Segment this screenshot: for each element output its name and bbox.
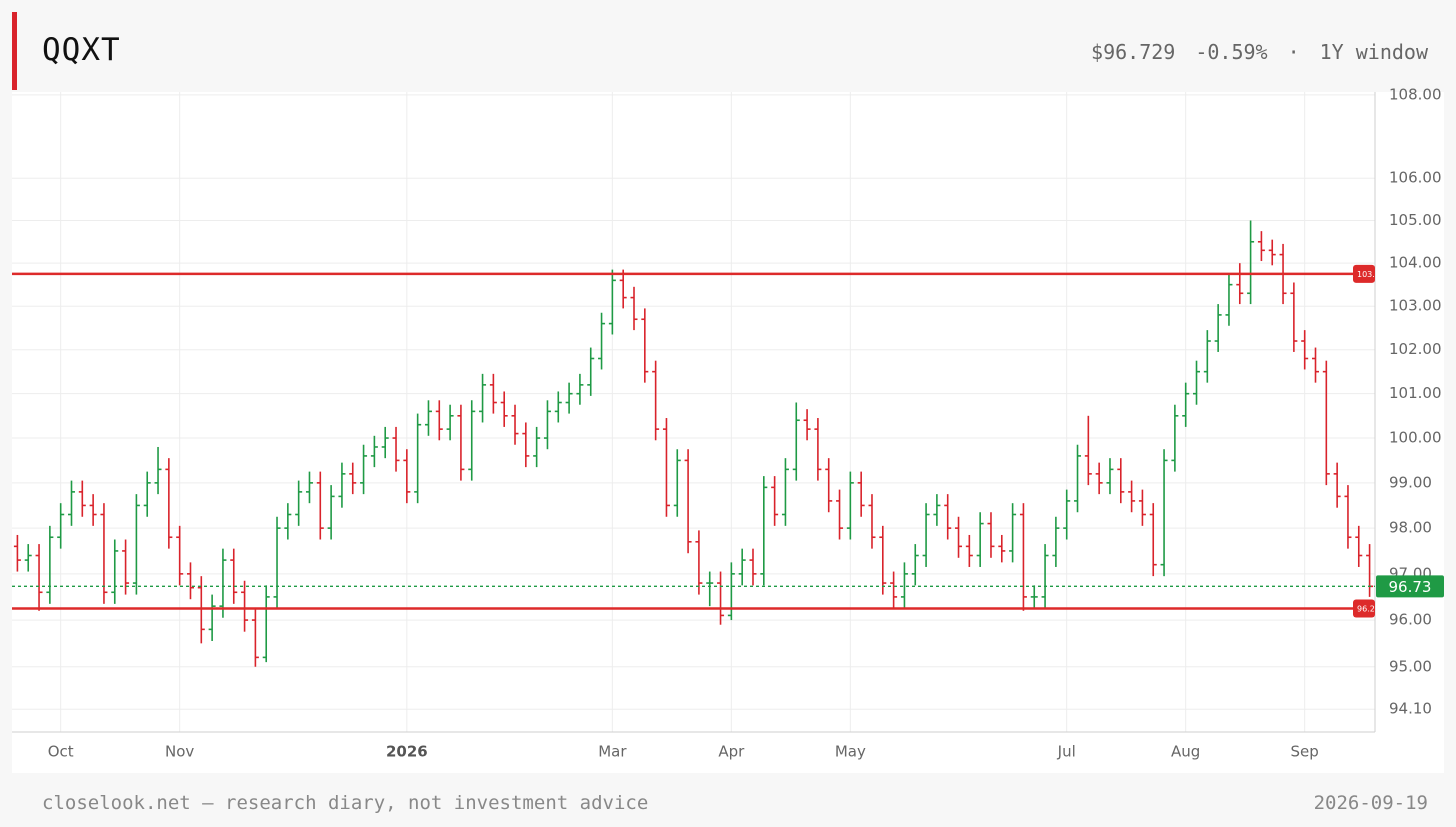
y-tick-label: 104.00 (1389, 254, 1442, 272)
ticker-title: QQXT (42, 32, 121, 68)
separator: · (1287, 40, 1300, 64)
footer-note: closelook.net — research diary, not inve… (42, 792, 649, 814)
y-tick-label: 100.00 (1389, 429, 1442, 447)
y-tick-label: 98.00 (1389, 519, 1432, 537)
y-tick-label: 102.00 (1389, 340, 1442, 358)
level-label: 103.75 (1357, 270, 1385, 279)
y-tick-label: 99.00 (1389, 473, 1432, 491)
level-badge (1353, 599, 1375, 618)
level-badge (1353, 264, 1375, 283)
level-label: 96.25 (1357, 604, 1380, 613)
x-tick-label: Jul (1057, 743, 1076, 761)
x-tick-label: Aug (1171, 743, 1200, 761)
window: 1Y window (1319, 40, 1428, 64)
footer-date: 2026-09-19 (1313, 792, 1428, 814)
accent-bar (12, 12, 17, 90)
x-tick-label: 2026 (386, 743, 428, 761)
y-tick-label: 106.00 (1389, 169, 1442, 187)
y-tick-label: 94.10 (1389, 700, 1432, 718)
y-tick-label: 105.00 (1389, 211, 1442, 229)
last-price-badge (1376, 575, 1444, 598)
y-tick-label: 96.00 (1389, 611, 1432, 629)
y-tick-label: 108.00 (1389, 85, 1442, 103)
header: QQXT $96.729 -0.59% · 1Y window (0, 0, 1456, 92)
x-tick-label: Oct (48, 743, 74, 761)
x-tick-label: Mar (598, 743, 627, 761)
chart-panel (12, 92, 1444, 773)
x-tick-label: May (835, 743, 866, 761)
y-tick-label: 101.00 (1389, 384, 1442, 402)
y-tick-label: 95.00 (1389, 657, 1432, 675)
price: $96.729 (1091, 40, 1176, 64)
last-price-label: 96.73 (1389, 578, 1432, 596)
x-tick-label: Nov (165, 743, 194, 761)
x-tick-label: Apr (718, 743, 745, 761)
x-tick-label: Sep (1291, 743, 1319, 761)
chart: 94.1095.0096.0097.0098.0099.00100.00101.… (12, 85, 1444, 773)
y-tick-label: 103.00 (1389, 297, 1442, 315)
quote: $96.729 -0.59% · 1Y window (1071, 40, 1428, 64)
change: -0.59% (1195, 40, 1268, 64)
